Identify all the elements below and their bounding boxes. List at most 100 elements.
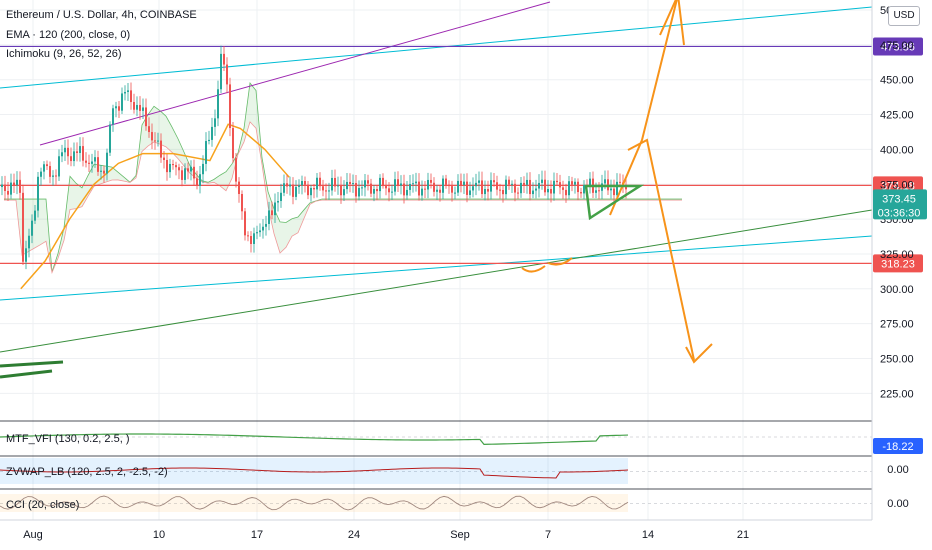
mtf-vfi-label[interactable]: MTF_VFI (130, 0.2, 2.5, ) bbox=[6, 433, 130, 445]
candle-body bbox=[214, 118, 216, 127]
candle-body bbox=[463, 181, 465, 185]
x-tick-label: 17 bbox=[251, 529, 263, 541]
candle-body bbox=[274, 202, 276, 216]
candle-body bbox=[100, 170, 102, 172]
candle-body bbox=[412, 183, 414, 185]
candle-body bbox=[133, 102, 135, 110]
cci-label[interactable]: CCI (20, close) bbox=[6, 499, 80, 511]
candle-body bbox=[262, 226, 264, 231]
x-tick-label: Aug bbox=[23, 529, 43, 541]
candle-body bbox=[76, 151, 78, 153]
candle-body bbox=[307, 184, 309, 196]
ema-line bbox=[20, 123, 290, 290]
candle-body bbox=[49, 166, 51, 177]
candle-body bbox=[4, 184, 6, 191]
candle-body bbox=[220, 53, 222, 90]
candle-body bbox=[283, 183, 285, 193]
candle-body bbox=[52, 175, 54, 177]
time-axis[interactable]: Aug 10 17 24 Sep 7 14 21 bbox=[0, 519, 872, 541]
candle-body bbox=[532, 190, 534, 195]
candle-body bbox=[391, 191, 393, 193]
candle-body bbox=[421, 188, 423, 196]
candle-body bbox=[157, 140, 159, 142]
candle-body bbox=[175, 165, 177, 168]
y-tick-label: 400.00 bbox=[880, 144, 914, 156]
candle-body bbox=[598, 190, 600, 192]
candle-body bbox=[286, 183, 288, 187]
candle-body bbox=[70, 156, 72, 162]
ichimoku-cloud bbox=[4, 82, 682, 275]
candle-body bbox=[610, 188, 612, 191]
candle-body bbox=[7, 190, 9, 195]
candle-body bbox=[370, 183, 372, 194]
currency-button[interactable]: USD bbox=[888, 6, 920, 26]
candle-body bbox=[487, 189, 489, 192]
candle-body bbox=[184, 168, 186, 180]
candle-body bbox=[85, 160, 87, 163]
zvwap-label[interactable]: ZVWAP_LB (120, 2.5, 2, -2.5, -2) bbox=[6, 466, 168, 478]
candle-body bbox=[250, 236, 252, 244]
cloud-fill bbox=[4, 83, 682, 273]
green-mark bbox=[0, 369, 53, 379]
candle-body bbox=[64, 147, 66, 153]
candle-body bbox=[490, 180, 492, 192]
candle-body bbox=[595, 190, 597, 193]
y-tick-label: 450.00 bbox=[880, 75, 914, 87]
candle-body bbox=[445, 178, 447, 185]
candle-body bbox=[337, 185, 339, 187]
candle-body bbox=[544, 179, 546, 193]
candle-body bbox=[382, 177, 384, 186]
candle-body bbox=[166, 160, 168, 173]
candle-body bbox=[394, 179, 396, 192]
price-axis[interactable]: 473.86374.18318.23500.00475.00450.00425.… bbox=[871, 0, 927, 520]
candle-body bbox=[289, 184, 291, 187]
candle-body bbox=[13, 182, 15, 186]
candle-body bbox=[322, 186, 324, 191]
candle-body bbox=[205, 141, 207, 164]
candle-body bbox=[193, 166, 195, 179]
candle-body bbox=[379, 177, 381, 192]
candle-body bbox=[25, 248, 27, 262]
indicator-value-bg bbox=[873, 438, 923, 454]
candle-body bbox=[97, 157, 99, 172]
candle-body bbox=[466, 181, 468, 195]
candle-body bbox=[112, 108, 114, 125]
candle-body bbox=[457, 180, 459, 193]
curve-low-2 bbox=[547, 257, 573, 266]
candle-body bbox=[442, 178, 444, 193]
candle-body bbox=[568, 181, 570, 196]
candle-body bbox=[247, 235, 249, 237]
candle-body bbox=[355, 183, 357, 197]
candle-body bbox=[160, 140, 162, 158]
candle-body bbox=[514, 183, 516, 193]
candle-body bbox=[388, 188, 390, 193]
candle-body bbox=[313, 187, 315, 190]
ema-legend[interactable]: EMA · 120 (200, close, 0) bbox=[6, 29, 131, 41]
candle-body bbox=[82, 146, 84, 161]
candle-body bbox=[115, 106, 117, 109]
trend-line-cyan-upper bbox=[0, 6, 873, 89]
y-tick-label: 475.00 bbox=[880, 40, 914, 52]
candle-body bbox=[40, 171, 42, 177]
candle-body bbox=[103, 170, 105, 174]
candle-body bbox=[190, 166, 192, 172]
candle-body bbox=[226, 64, 228, 85]
candle-body bbox=[484, 189, 486, 195]
x-tick-label: Sep bbox=[450, 529, 470, 541]
candle-body bbox=[559, 182, 561, 188]
candle-body bbox=[529, 179, 531, 195]
candle-body bbox=[235, 158, 237, 182]
candle-body bbox=[298, 185, 300, 187]
candle-body bbox=[136, 104, 138, 110]
ichimoku-legend[interactable]: Ichimoku (9, 26, 52, 26) bbox=[6, 48, 122, 60]
x-tick-label: 10 bbox=[153, 529, 165, 541]
candle-body bbox=[58, 156, 60, 177]
candle-body bbox=[88, 162, 90, 164]
candle-body bbox=[430, 179, 432, 183]
arrow-up-head bbox=[659, 0, 685, 46]
candle-body bbox=[259, 230, 261, 233]
candle-body bbox=[352, 183, 354, 185]
candle-body bbox=[406, 189, 408, 196]
indicator-panes bbox=[0, 420, 872, 512]
